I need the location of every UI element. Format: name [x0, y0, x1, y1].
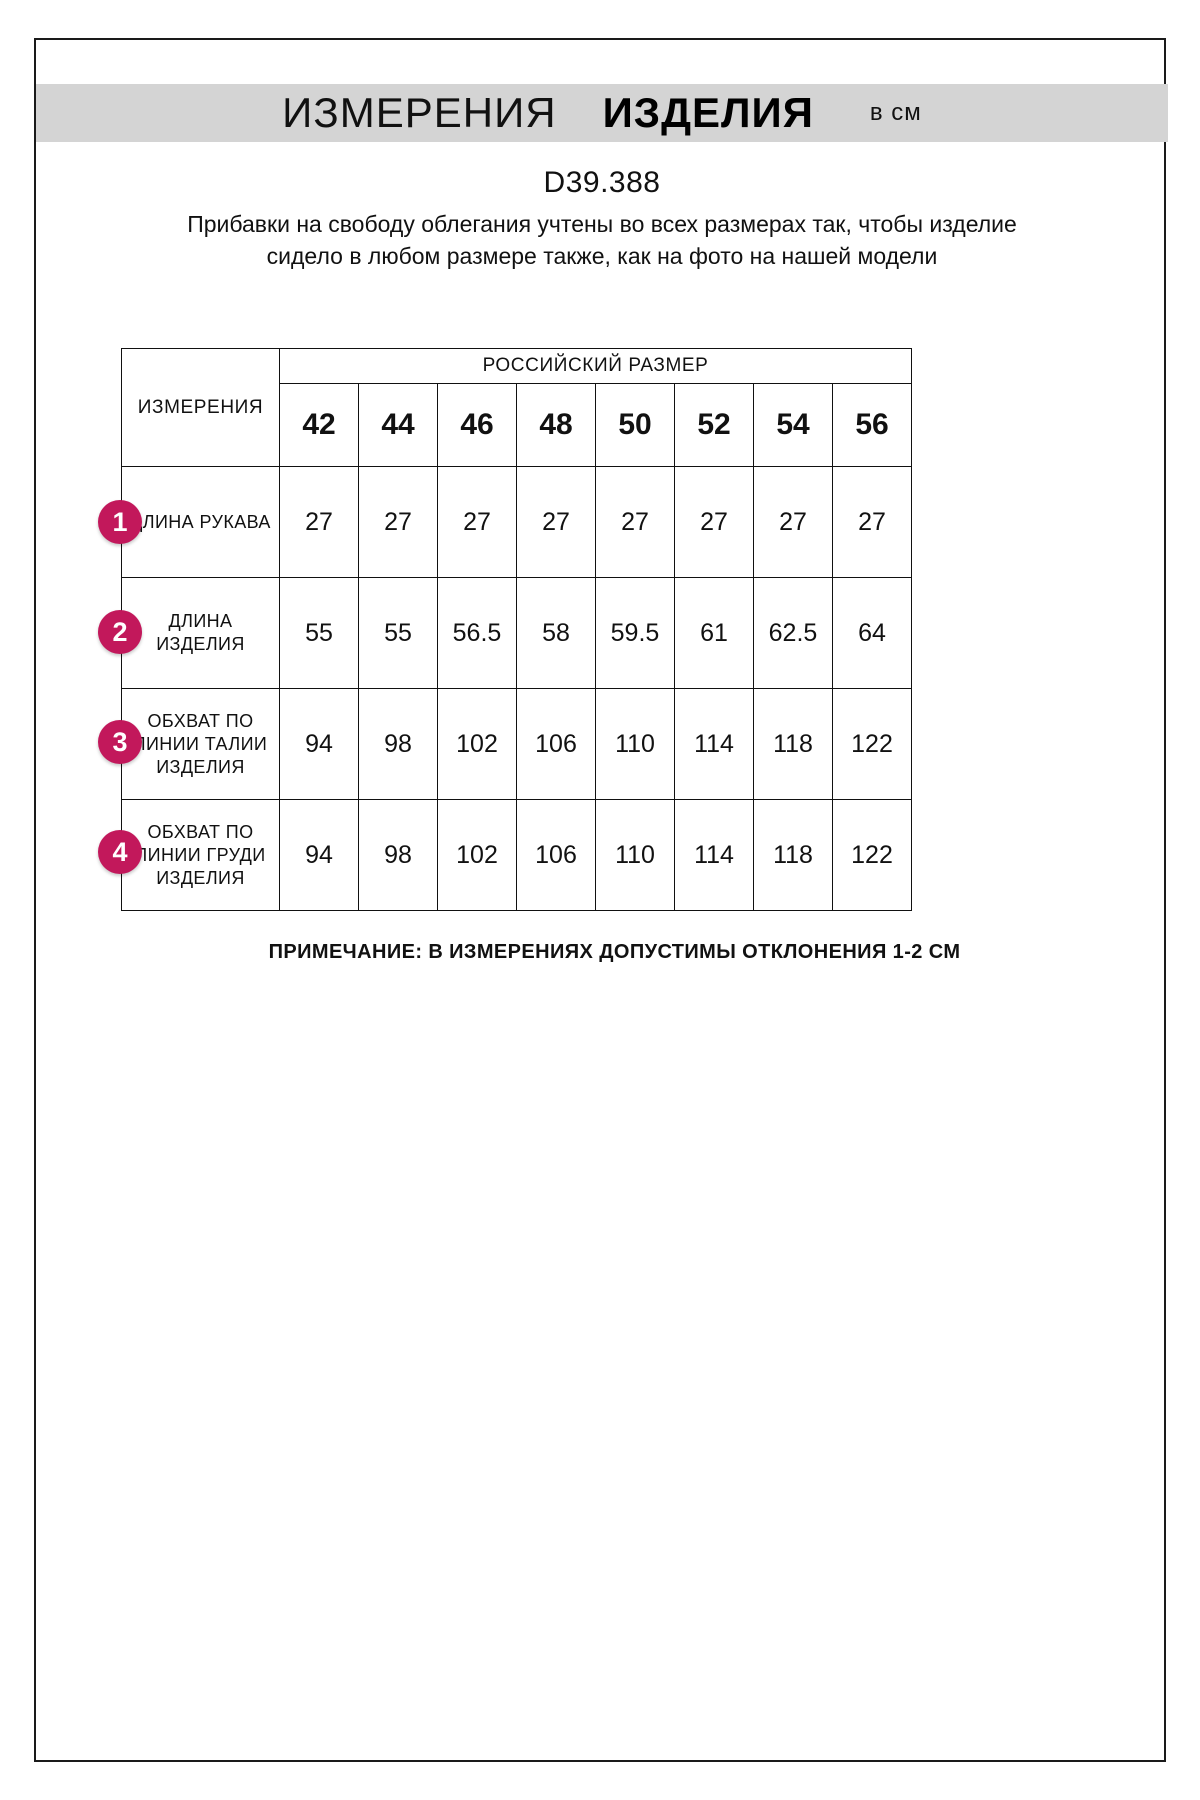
table-row: ОБХВАТ ПО ЛИНИИ ГРУДИ ИЗДЕЛИЯ 94 98 102 …: [121, 799, 913, 911]
row-badge-2: 2: [98, 610, 142, 654]
size-header-50: 50: [595, 383, 675, 467]
cell-r2-c42: 55: [279, 577, 359, 689]
row-badge-3: 3: [98, 720, 142, 764]
size-header-44: 44: [358, 383, 438, 467]
row-label-sleeve-length: ДЛИНА РУКАВА: [121, 466, 280, 578]
cell-r3-c52: 114: [674, 688, 754, 800]
cell-r4-c50: 110: [595, 799, 675, 911]
table-size-row: 42 44 46 48 50 52 54 56: [122, 383, 913, 467]
row-badge-1: 1: [98, 500, 142, 544]
size-header-42: 42: [279, 383, 359, 467]
cell-r3-c56: 122: [831, 688, 913, 800]
row-badge-4: 4: [98, 830, 142, 874]
size-table: ИЗМЕРЕНИЯ РОССИЙСКИЙ РАЗМЕР 42 44 46 48 …: [121, 348, 913, 911]
size-header-52: 52: [674, 383, 754, 467]
row-label-product-length: ДЛИНА ИЗДЕЛИЯ: [121, 577, 280, 689]
banner-title-measurements: ИЗМЕРЕНИЯ: [282, 89, 557, 136]
table-header-group-row: ИЗМЕРЕНИЯ РОССИЙСКИЙ РАЗМЕР: [121, 348, 913, 467]
cell-r1-c46: 27: [437, 466, 517, 578]
cell-r1-c42: 27: [279, 466, 359, 578]
cell-r4-c48: 106: [516, 799, 596, 911]
cell-r4-c54: 118: [753, 799, 833, 911]
cell-r2-c56: 64: [831, 577, 913, 689]
footer-note: ПРИМЕЧАНИЕ: В ИЗМЕРЕНИЯХ ДОПУСТИМЫ ОТКЛО…: [268, 941, 961, 963]
page-frame: ИЗМЕРЕНИЯ ИЗДЕЛИЯ в см D39.388 Прибавки …: [34, 38, 1168, 1762]
table-row: ДЛИНА РУКАВА 27 27 27 27 27 27 27 27: [121, 466, 913, 578]
cell-r3-c48: 106: [516, 688, 596, 800]
size-header-56: 56: [831, 383, 913, 467]
banner-title-product: ИЗДЕЛИЯ: [602, 89, 814, 136]
product-description: Прибавки на свободу облегания учтены во …: [187, 211, 1017, 269]
cell-r2-c54: 62.5: [753, 577, 833, 689]
cell-r3-c50: 110: [595, 688, 675, 800]
cell-r2-c48: 58: [516, 577, 596, 689]
cell-r3-c42: 94: [279, 688, 359, 800]
cell-r4-c56: 122: [831, 799, 913, 911]
cell-r4-c44: 98: [358, 799, 438, 911]
cell-r2-c50: 59.5: [595, 577, 675, 689]
cell-r2-c52: 61: [674, 577, 754, 689]
cell-r1-c54: 27: [753, 466, 833, 578]
size-header-48: 48: [516, 383, 596, 467]
header-banner: ИЗМЕРЕНИЯ ИЗДЕЛИЯ в см: [36, 84, 1168, 142]
cell-r3-c46: 102: [437, 688, 517, 800]
document-content: ИЗМЕРЕНИЯ ИЗДЕЛИЯ в см D39.388 Прибавки …: [36, 40, 1168, 964]
cell-r2-c44: 55: [358, 577, 438, 689]
cell-r4-c52: 114: [674, 799, 754, 911]
cell-r2-c46: 56.5: [437, 577, 517, 689]
banner-unit-label: в см: [869, 99, 922, 126]
measurements-header: ИЗМЕРЕНИЯ: [121, 348, 280, 467]
size-header-54: 54: [753, 383, 833, 467]
cell-r1-c44: 27: [358, 466, 438, 578]
product-code: D39.388: [543, 166, 661, 199]
cell-r1-c52: 27: [674, 466, 754, 578]
cell-r1-c50: 27: [595, 466, 675, 578]
russian-size-header: РОССИЙСКИЙ РАЗМЕР: [278, 348, 913, 384]
table-row: ДЛИНА ИЗДЕЛИЯ 55 55 56.5 58 59.5 61 62.5…: [121, 577, 913, 689]
size-table-wrapper: 1 2 3 4 ИЗМЕРЕНИЯ РОССИЙСКИЙ РАЗМЕР 42: [36, 348, 1168, 964]
row-label-chest-circumference: ОБХВАТ ПО ЛИНИИ ГРУДИ ИЗДЕЛИЯ: [121, 799, 280, 911]
cell-r4-c42: 94: [279, 799, 359, 911]
cell-r1-c48: 27: [516, 466, 596, 578]
cell-r4-c46: 102: [437, 799, 517, 911]
cell-r3-c54: 118: [753, 688, 833, 800]
row-label-waist-circumference: ОБХВАТ ПО ЛИНИИ ТАЛИИ ИЗДЕЛИЯ: [121, 688, 280, 800]
cell-r3-c44: 98: [358, 688, 438, 800]
size-header-46: 46: [437, 383, 517, 467]
table-row: ОБХВАТ ПО ЛИНИИ ТАЛИИ ИЗДЕЛИЯ 94 98 102 …: [121, 688, 913, 800]
cell-r1-c56: 27: [831, 466, 913, 578]
